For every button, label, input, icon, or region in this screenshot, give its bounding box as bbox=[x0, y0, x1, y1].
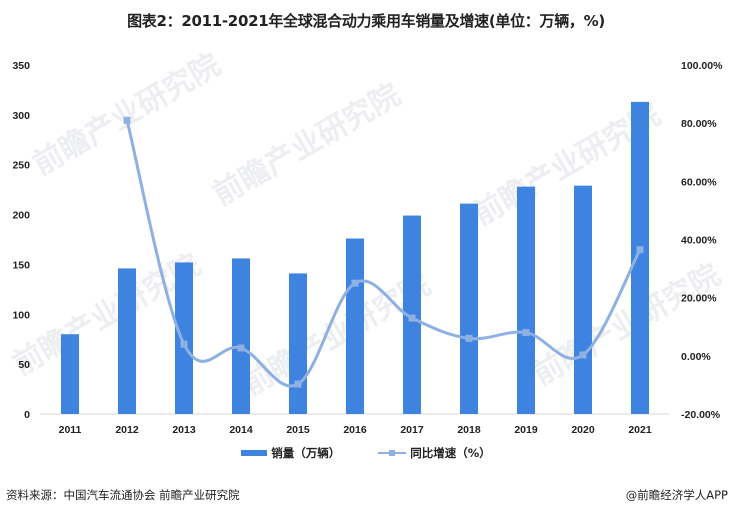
legend-item-growth: 同比增速（%） bbox=[378, 445, 491, 461]
bar-swatch-icon bbox=[241, 450, 268, 456]
left-tick-label: 300 bbox=[12, 110, 30, 122]
bar-series bbox=[61, 101, 649, 414]
x-tick-label: 2020 bbox=[571, 424, 595, 436]
x-tick-label: 2016 bbox=[343, 424, 367, 436]
left-tick-label: 150 bbox=[12, 259, 30, 271]
x-tick-label: 2021 bbox=[628, 424, 652, 436]
line-marker bbox=[123, 116, 131, 124]
x-tick-label: 2014 bbox=[229, 424, 253, 436]
legend-item-sales: 销量（万辆） bbox=[241, 445, 340, 461]
brand-note: @前瞻经济学人APP bbox=[625, 488, 728, 502]
left-tick-label: 0 bbox=[24, 409, 30, 421]
x-axis-labels: 2011 2012 2013 2014 2015 2016 2017 2018 2019 2020… bbox=[59, 424, 652, 436]
right-tick-label: 60.00% bbox=[681, 176, 717, 188]
right-tick-label: 100.00% bbox=[681, 60, 723, 72]
line-marker bbox=[636, 246, 644, 254]
bar-2020 bbox=[574, 185, 592, 414]
chart-title: 图表2：2011-2021年全球混合动力乘用车销量及增速(单位：万辆，%) bbox=[127, 12, 605, 30]
x-tick-label: 2011 bbox=[59, 424, 82, 436]
bar-2019 bbox=[517, 186, 535, 414]
right-tick-label: 40.00% bbox=[681, 235, 717, 247]
left-axis-ticks: 0 50 100 150 200 250 300 350 bbox=[12, 60, 30, 421]
bar-2015 bbox=[289, 273, 307, 414]
bar-2021 bbox=[631, 101, 649, 414]
legend: 销量（万辆） 同比增速（%） bbox=[0, 445, 732, 461]
legend-label-growth: 同比增速（%） bbox=[410, 446, 491, 460]
right-tick-label: 20.00% bbox=[681, 293, 717, 305]
left-tick-label: 100 bbox=[12, 309, 30, 321]
right-tick-label: 80.00% bbox=[681, 118, 717, 130]
line-marker bbox=[522, 329, 530, 337]
line-swatch-icon bbox=[378, 449, 407, 457]
right-tick-label: 0.00% bbox=[681, 351, 711, 363]
growth-markers bbox=[123, 116, 644, 388]
x-tick-label: 2015 bbox=[286, 424, 310, 436]
right-tick-label: -20.00% bbox=[681, 409, 721, 421]
left-tick-label: 200 bbox=[12, 210, 30, 222]
line-marker bbox=[351, 279, 359, 287]
line-marker bbox=[294, 380, 302, 388]
x-tick-label: 2013 bbox=[172, 424, 196, 436]
x-tick-label: 2018 bbox=[457, 424, 481, 436]
bar-2014 bbox=[232, 258, 250, 414]
line-marker bbox=[579, 351, 587, 359]
x-tick-label: 2012 bbox=[115, 424, 139, 436]
x-tick-label: 2019 bbox=[514, 424, 538, 436]
line-marker bbox=[180, 340, 188, 348]
bar-2018 bbox=[460, 203, 478, 414]
bar-2012 bbox=[118, 268, 136, 414]
growth-line bbox=[125, 119, 642, 388]
bar-2016 bbox=[346, 238, 364, 414]
left-tick-label: 250 bbox=[12, 160, 30, 172]
right-axis-ticks: -20.00% 0.00% 20.00% 40.00% 60.00% 80.00% 100.… bbox=[681, 60, 723, 421]
bar-2013 bbox=[175, 262, 193, 414]
x-tick-label: 2017 bbox=[400, 424, 424, 436]
source-note: 资料来源：中国汽车流通协会 前瞻产业研究院 bbox=[6, 488, 240, 502]
line-marker bbox=[237, 344, 245, 352]
line-marker bbox=[465, 334, 473, 342]
legend-label-sales: 销量（万辆） bbox=[271, 446, 341, 460]
footer: 资料来源：中国汽车流通协会 前瞻产业研究院 @前瞻经济学人APP bbox=[6, 487, 728, 503]
bar-2011 bbox=[61, 334, 79, 414]
combo-chart: 0 50 100 150 200 250 300 350 -20.00% 0.00% 20.00%… bbox=[12, 60, 723, 436]
line-marker bbox=[408, 314, 416, 322]
left-tick-label: 50 bbox=[18, 359, 30, 371]
left-tick-label: 350 bbox=[12, 60, 30, 72]
